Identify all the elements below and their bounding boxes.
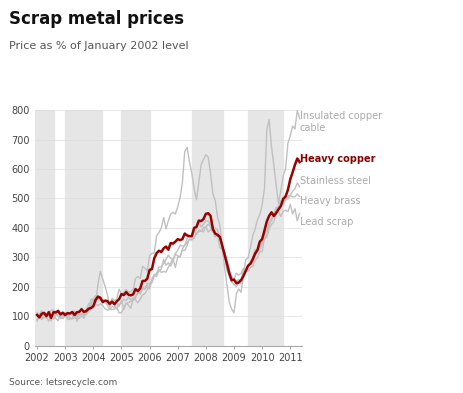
Bar [248, 110, 283, 346]
Bar [191, 110, 222, 346]
Bar [65, 110, 101, 346]
Bar [35, 110, 54, 346]
Text: Price as % of January 2002 level: Price as % of January 2002 level [9, 41, 188, 51]
Text: Source: letsrecycle.com: Source: letsrecycle.com [9, 378, 117, 387]
Bar [121, 110, 149, 346]
Text: Insulated copper
cable: Insulated copper cable [299, 111, 381, 132]
Text: Heavy brass: Heavy brass [299, 196, 359, 206]
Text: Heavy copper: Heavy copper [299, 154, 374, 163]
Text: Scrap metal prices: Scrap metal prices [9, 10, 184, 28]
Text: Lead scrap: Lead scrap [299, 217, 352, 227]
Text: Stainless steel: Stainless steel [299, 176, 370, 186]
